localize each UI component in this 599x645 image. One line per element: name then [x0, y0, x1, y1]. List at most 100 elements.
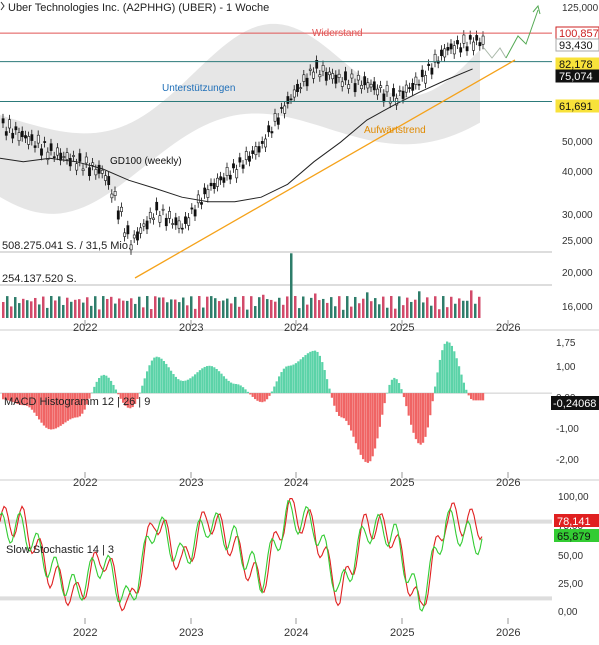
candle-body [376, 88, 379, 96]
macd-bar [66, 393, 69, 421]
macd-bar [309, 351, 312, 394]
macd-bar [429, 393, 432, 416]
macd-bar [328, 388, 331, 394]
candle-body [456, 40, 459, 45]
volume-bar [78, 299, 81, 318]
macd-bar [117, 393, 120, 395]
volume-bar [182, 297, 185, 318]
volume-bar [14, 297, 17, 318]
macd-bar [134, 393, 137, 404]
macd-bar [225, 378, 228, 394]
volume-bar [62, 304, 65, 318]
candle-body [132, 234, 136, 239]
volume-bar [10, 306, 13, 318]
macd-value-label: -0,24068 [553, 398, 596, 410]
volume-bar [90, 305, 93, 318]
x-tick-label: 2025 [390, 477, 414, 489]
y-tick-label: 25,00 [558, 579, 583, 590]
candle-body [257, 146, 261, 153]
x-tick-label: 2023 [179, 627, 203, 639]
moving-average-label: GD100 (weekly) [110, 156, 182, 167]
macd-bar [239, 385, 242, 394]
volume-bar [422, 302, 425, 318]
macd-bar [434, 386, 437, 394]
macd-bar [388, 384, 391, 394]
y-tick-label: 50,00 [558, 551, 583, 562]
candle-body [65, 152, 69, 160]
macd-bar [71, 393, 74, 419]
x-tick-label: 2026 [496, 477, 520, 489]
macd-bar [35, 393, 38, 416]
volume-bar [86, 297, 89, 318]
candle-body [440, 49, 443, 57]
candle-body [177, 220, 181, 229]
macd-bar [40, 393, 43, 423]
volume-bar [146, 296, 149, 318]
candle-body [331, 73, 335, 80]
volume-bar [442, 296, 445, 318]
macd-bar [285, 366, 288, 394]
candle-body [88, 167, 91, 177]
candle-body [145, 220, 149, 230]
y-tick-label: -2,00 [556, 455, 579, 466]
candle-body [100, 169, 104, 174]
candle-body [91, 162, 95, 166]
macd-bar [131, 393, 134, 408]
y-tick-label: 40,000 [562, 167, 593, 178]
volume-bar [278, 297, 281, 318]
volume-bar [142, 307, 145, 318]
candle-body [427, 63, 431, 66]
candle-body [353, 83, 357, 93]
macd-bar [407, 393, 410, 416]
price-tag-label: 61,691 [559, 101, 593, 113]
macd-bar [443, 343, 446, 394]
candle-body [46, 151, 50, 161]
macd-bar [314, 350, 317, 394]
volume-bar [370, 301, 373, 318]
volume-bar [134, 303, 137, 318]
candle-body [27, 136, 31, 145]
macd-bar [2, 393, 5, 400]
candle-body [382, 93, 386, 103]
volume-bar [426, 297, 429, 318]
macd-bar [352, 393, 355, 437]
macd-bar [448, 342, 451, 394]
macd-bar [167, 367, 170, 394]
y-tick-label: -1,00 [556, 424, 579, 435]
macd-bar [124, 393, 127, 406]
candle-body [324, 72, 328, 81]
candle-body [161, 208, 165, 211]
macd-value-tag [551, 396, 599, 410]
volume-bar [130, 298, 133, 318]
macd-bar [52, 393, 55, 430]
macd-bar [292, 364, 295, 394]
macd-bar [155, 356, 158, 394]
macd-bar [431, 393, 434, 402]
candle-body [139, 227, 143, 234]
macd-bar [86, 393, 89, 405]
candle-body [276, 117, 280, 125]
volume-bar [446, 307, 449, 318]
candle-body [235, 169, 239, 179]
candle-body [164, 217, 168, 227]
candle-body [136, 231, 139, 241]
macd-bar [6, 393, 9, 401]
macd-bar [90, 392, 93, 394]
volume-bar [310, 297, 313, 318]
volume-bar [94, 296, 97, 318]
price-tag-label: 82,178 [559, 59, 593, 71]
volume-bar [378, 304, 381, 318]
volume-bar [458, 298, 461, 318]
volume-bar [170, 299, 173, 318]
macd-bar [242, 387, 245, 394]
stoch-label: Slow Stochastic 14 | 3 [6, 544, 114, 556]
projection-arrowhead [532, 4, 541, 15]
macd-bar [203, 366, 206, 394]
macd-bar [398, 383, 401, 394]
candle-body [350, 73, 354, 79]
macd-bar [174, 376, 177, 394]
macd-bar [261, 393, 264, 403]
x-tick-label: 2024 [284, 477, 308, 489]
candle-body [347, 84, 351, 89]
